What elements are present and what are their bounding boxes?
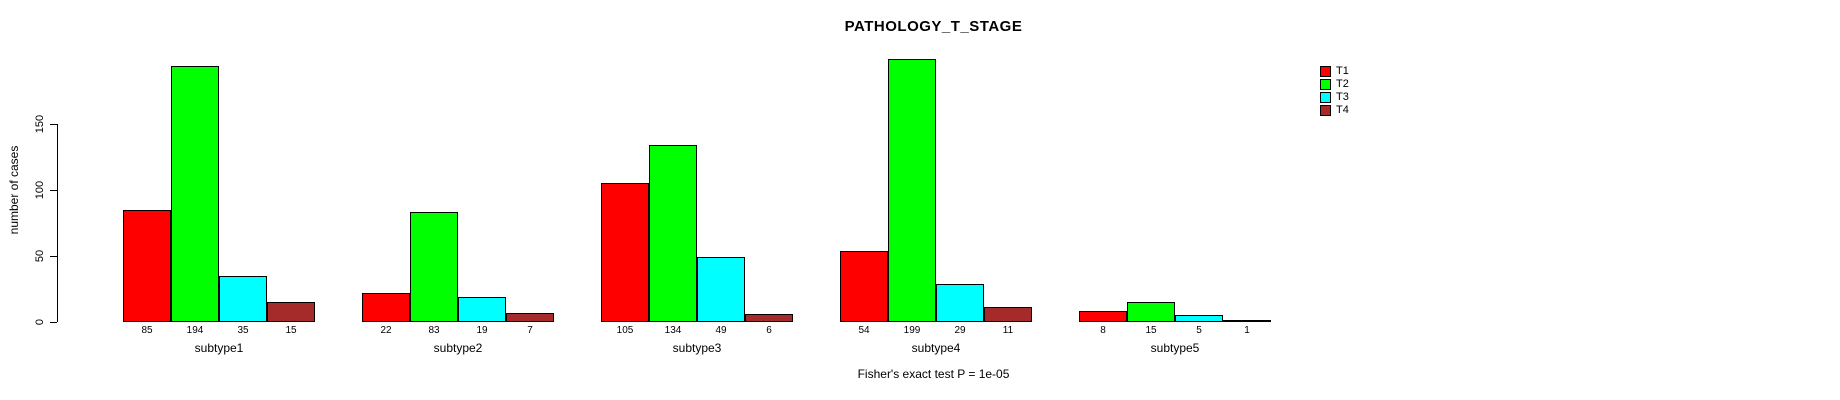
- bar-value-T2-subtype3: 134: [664, 325, 682, 336]
- bar-T4-subtype2: [506, 312, 554, 322]
- chart-title: PATHOLOGY_T_STAGE: [844, 18, 1023, 35]
- legend-label-T3: T3: [1336, 91, 1349, 103]
- bar-T1-subtype4: [840, 250, 888, 322]
- category-label-subtype1: subtype1: [194, 341, 244, 355]
- bar-value-T4-subtype3: 6: [766, 325, 772, 336]
- bar-T3-subtype2: [458, 296, 506, 322]
- legend-label-T1: T1: [1336, 65, 1349, 77]
- legend-swatch-T1: [1320, 66, 1331, 77]
- bar-value-T1-subtype1: 85: [141, 325, 153, 336]
- legend: T1 T2 T3 T4: [1320, 65, 1349, 117]
- bar-T1-subtype1: [123, 209, 171, 322]
- bar-T2-subtype5: [1127, 302, 1175, 322]
- bar-T3-subtype1: [219, 275, 267, 322]
- y-axis-line: [57, 124, 58, 322]
- legend-item-T1: T1: [1320, 65, 1349, 78]
- bar-value-T4-subtype4: 11: [1002, 325, 1014, 336]
- bar-T2-subtype1: [171, 65, 219, 322]
- bar-T2-subtype2: [410, 212, 458, 322]
- bar-T2-subtype3: [649, 145, 697, 322]
- bar-T3-subtype5: [1175, 315, 1223, 322]
- bar-value-T3-subtype4: 29: [954, 325, 966, 336]
- bar-value-T2-subtype4: 199: [903, 325, 921, 336]
- category-label-subtype2: subtype2: [433, 341, 483, 355]
- bar-T4-subtype5: [1223, 320, 1271, 322]
- bar-T1-subtype3: [601, 183, 649, 322]
- bar-T2-subtype4: [888, 59, 936, 322]
- bar-T1-subtype5: [1079, 311, 1127, 322]
- bar-value-T2-subtype1: 194: [186, 325, 204, 336]
- bar-value-T1-subtype2: 22: [380, 325, 392, 336]
- bar-T4-subtype1: [267, 302, 315, 322]
- y-axis-title: number of cases: [7, 145, 21, 235]
- legend-item-T4: T4: [1320, 104, 1349, 117]
- y-tick-label-150: 150: [34, 114, 46, 134]
- legend-label-T4: T4: [1336, 104, 1349, 116]
- bar-value-T4-subtype1: 15: [285, 325, 297, 336]
- bar-value-T3-subtype1: 35: [237, 325, 249, 336]
- bar-value-T1-subtype4: 54: [858, 325, 870, 336]
- legend-item-T3: T3: [1320, 91, 1349, 104]
- bar-value-T1-subtype5: 8: [1100, 325, 1106, 336]
- y-tick-label-100: 100: [34, 180, 46, 200]
- y-tick-mark-150: [50, 123, 57, 125]
- bar-value-T4-subtype5: 1: [1244, 325, 1250, 336]
- category-label-subtype5: subtype5: [1150, 341, 1200, 355]
- category-label-subtype4: subtype4: [911, 341, 961, 355]
- y-tick-label-0: 0: [34, 318, 46, 326]
- legend-swatch-T4: [1320, 105, 1331, 116]
- category-label-subtype3: subtype3: [672, 341, 722, 355]
- bar-T3-subtype3: [697, 257, 745, 322]
- bar-T4-subtype3: [745, 314, 793, 322]
- bar-value-T3-subtype2: 19: [476, 325, 488, 336]
- bar-value-T2-subtype5: 15: [1145, 325, 1157, 336]
- bar-value-T2-subtype2: 83: [428, 325, 440, 336]
- y-tick-mark-100: [50, 189, 57, 191]
- bar-T3-subtype4: [936, 283, 984, 322]
- bar-value-T4-subtype2: 7: [527, 325, 533, 336]
- bar-T1-subtype2: [362, 292, 410, 322]
- legend-swatch-T3: [1320, 92, 1331, 103]
- chart-caption: Fisher's exact test P = 1e-05: [857, 367, 1010, 381]
- y-tick-mark-0: [50, 321, 57, 323]
- legend-item-T2: T2: [1320, 78, 1349, 91]
- legend-label-T2: T2: [1336, 78, 1349, 90]
- y-tick-mark-50: [50, 255, 57, 257]
- bar-value-T3-subtype5: 5: [1196, 325, 1202, 336]
- bar-T4-subtype4: [984, 307, 1032, 322]
- y-tick-label-50: 50: [34, 249, 46, 263]
- bar-value-T3-subtype3: 49: [715, 325, 727, 336]
- legend-swatch-T2: [1320, 79, 1331, 90]
- bar-value-T1-subtype3: 105: [616, 325, 634, 336]
